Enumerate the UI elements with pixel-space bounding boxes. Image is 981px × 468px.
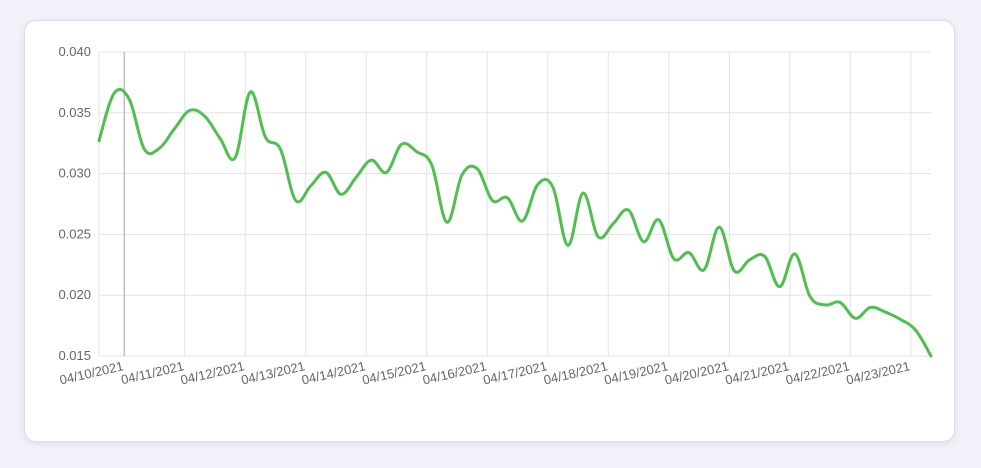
x-tick-label: 04/13/2021	[240, 358, 307, 387]
x-tick-label: 04/15/2021	[361, 358, 428, 387]
x-tick-label: 04/17/2021	[482, 358, 549, 387]
x-tick-label: 04/23/2021	[845, 358, 912, 387]
y-tick-label: 0.025	[58, 226, 91, 241]
x-tick-label: 04/14/2021	[300, 358, 367, 387]
series-line[interactable]	[97, 87, 933, 358]
chart-card: 0.040 0.035 0.030 0.025 0.020 0.015 04/10/202…	[24, 20, 955, 442]
x-tick-label: 04/16/2021	[421, 358, 488, 387]
x-axis-tick-labels: 04/10/202104/11/202104/12/202104/13/2021…	[58, 358, 911, 387]
x-tick-label: 04/19/2021	[603, 358, 670, 387]
y-tick-label: 0.020	[58, 287, 91, 302]
y-tick-label: 0.030	[58, 166, 91, 181]
x-tick-label: 04/12/2021	[179, 358, 246, 387]
y-tick-label: 0.040	[58, 44, 91, 59]
x-tick-label: 04/21/2021	[724, 358, 791, 387]
x-tick-label: 04/22/2021	[784, 358, 851, 387]
x-tick-label: 04/18/2021	[542, 358, 609, 387]
grid-lines	[98, 51, 931, 357]
y-tick-label: 0.035	[58, 105, 91, 120]
line-chart[interactable]: 0.040 0.035 0.030 0.025 0.020 0.015 04/10/202…	[25, 21, 956, 443]
x-tick-label: 04/11/2021	[120, 358, 186, 387]
x-tick-label: 04/20/2021	[663, 358, 730, 387]
y-axis-tick-labels: 0.040 0.035 0.030 0.025 0.020 0.015	[58, 44, 91, 363]
y-tick-label: 0.015	[58, 348, 91, 363]
